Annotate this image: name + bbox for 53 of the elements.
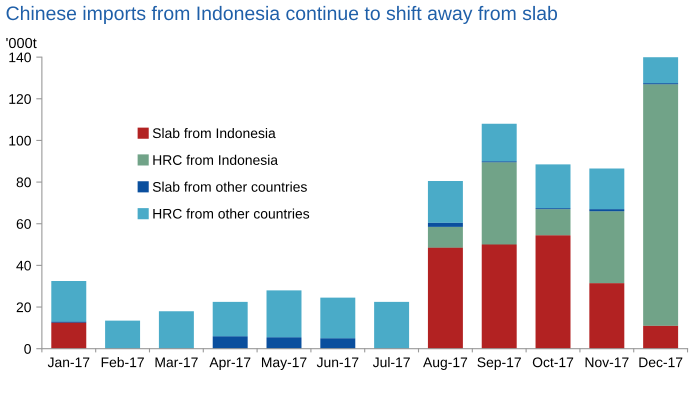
bar	[643, 84, 678, 326]
bar	[266, 290, 302, 338]
x-tick-label: Mar-17	[156, 358, 198, 368]
y-tick-label: 120	[9, 94, 31, 104]
x-tick-label: Jan-17	[48, 358, 90, 368]
y-tick-label: 100	[9, 136, 31, 146]
bar	[482, 244, 517, 349]
x-tick-label: Aug-17	[423, 358, 468, 370]
y-tick-label: 80	[16, 177, 31, 188]
x-tick-label: Dec-17	[639, 358, 682, 368]
bar	[536, 209, 571, 236]
x-tick-label: Apr-17	[209, 358, 250, 370]
x-tick-label: Feb-17	[102, 357, 144, 368]
legend-label: HRC from other countries	[153, 208, 310, 219]
legend-label: HRC from Indonesia	[153, 154, 278, 165]
bar	[374, 302, 410, 349]
x-tick-label: Sep-17	[477, 357, 521, 370]
bar	[320, 338, 356, 349]
bar	[643, 57, 678, 84]
bar	[212, 336, 248, 349]
bar	[428, 226, 463, 248]
bar	[428, 248, 463, 349]
bar	[482, 124, 517, 162]
bar	[643, 326, 678, 349]
bar	[212, 302, 248, 336]
bar	[158, 311, 194, 349]
chart-title: Chinese imports from Indonesia continue to shift away from slab	[6, 6, 558, 24]
y-tick-label: 60	[16, 219, 31, 229]
bar	[536, 164, 571, 208]
y-tick-label: 140	[9, 52, 31, 62]
bar	[51, 322, 86, 349]
y-tick-label: 20	[16, 302, 31, 312]
bar	[589, 168, 624, 210]
x-tick-label: Nov-17	[586, 358, 629, 368]
legend-label: Slab from Indonesia	[152, 128, 276, 138]
y-tick-label: 0	[24, 344, 31, 354]
bar	[266, 337, 302, 349]
bar	[51, 281, 86, 322]
bar	[589, 283, 624, 349]
bar	[428, 181, 463, 223]
bar	[482, 162, 517, 245]
bar	[589, 211, 624, 284]
bar	[536, 235, 571, 349]
bar	[105, 320, 140, 349]
bar	[320, 298, 356, 338]
y-axis-title: '000t	[6, 38, 37, 48]
y-tick-label: 40	[16, 260, 31, 271]
x-tick-label: Jun-17	[316, 358, 358, 368]
x-tick-label: Jul-17	[372, 357, 410, 368]
bar	[428, 222, 463, 227]
legend-label: Slab from other countries	[152, 182, 307, 192]
x-tick-label: Oct-17	[532, 357, 574, 368]
x-tick-label: May-17	[262, 358, 306, 370]
